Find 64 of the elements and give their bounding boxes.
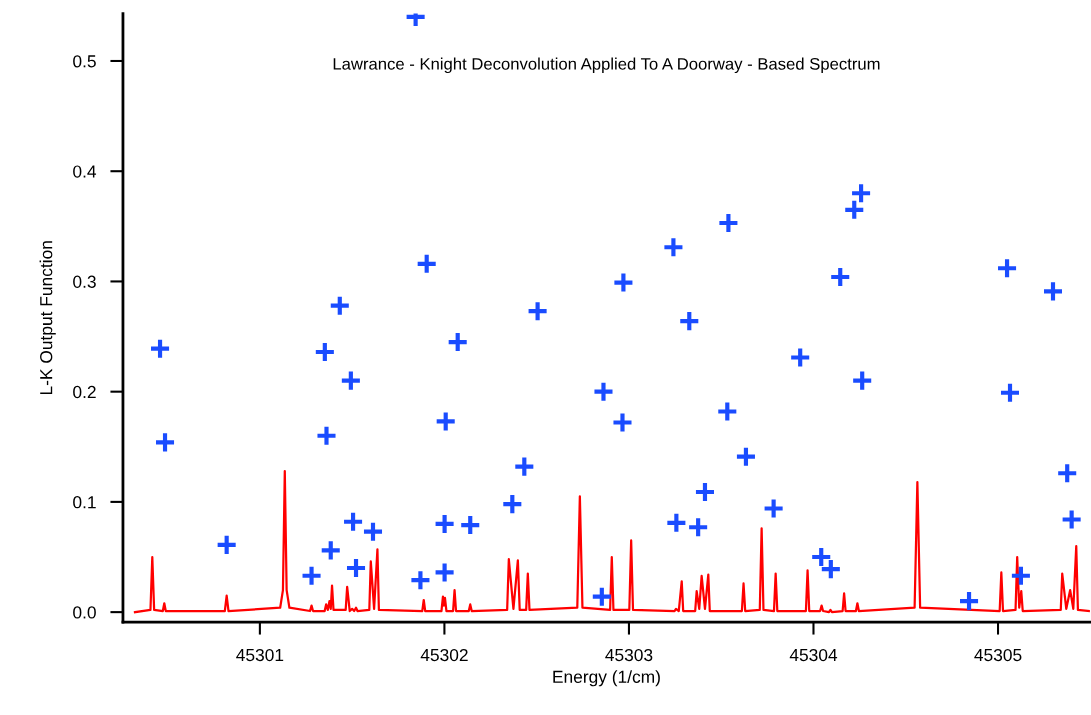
- x-tick-label: 45302: [420, 648, 468, 662]
- x-tick-label: 45304: [789, 648, 838, 662]
- point: [526, 300, 549, 323]
- point: [612, 271, 635, 294]
- point: [789, 346, 812, 369]
- y-axis-title: L-K Output Function: [39, 241, 56, 395]
- point: [148, 337, 172, 360]
- point: [998, 381, 1022, 404]
- point: [611, 411, 634, 434]
- y-tick-label: 0.5: [73, 55, 96, 68]
- point: [1056, 462, 1079, 485]
- point: [592, 380, 615, 403]
- point: [459, 513, 482, 537]
- point: [734, 445, 758, 468]
- point: [313, 340, 336, 364]
- x-tick-label: 45303: [605, 648, 653, 662]
- y-tick-label: 0.2: [73, 385, 96, 399]
- x-tick-label: 45305: [974, 648, 1022, 662]
- point: [319, 539, 342, 562]
- point: [315, 424, 338, 447]
- point: [662, 236, 685, 259]
- y-tick-label: 0.0: [73, 606, 96, 619]
- point: [434, 410, 457, 433]
- line-series: [133, 469, 1090, 614]
- point: [153, 431, 177, 454]
- point: [957, 589, 981, 613]
- point: [339, 369, 362, 392]
- point: [344, 556, 368, 580]
- y-tick-label: 0.4: [73, 165, 97, 178]
- point: [810, 545, 833, 569]
- y-tick-label: 0.1: [73, 496, 96, 509]
- point: [328, 294, 351, 317]
- x-tick-label: 45301: [236, 648, 284, 662]
- point: [1041, 280, 1065, 303]
- point: [433, 561, 456, 584]
- point: [843, 198, 866, 221]
- point: [501, 492, 524, 516]
- point: [851, 369, 874, 392]
- point: [849, 182, 873, 205]
- point: [716, 400, 739, 423]
- point: [829, 265, 852, 289]
- point: [300, 564, 323, 587]
- point: [762, 497, 785, 520]
- point: [415, 252, 438, 275]
- point: [1060, 508, 1083, 531]
- x-axis-title: Energy (1/cm): [553, 670, 660, 687]
- y-tick-label: 0.3: [73, 275, 96, 288]
- point: [995, 257, 1019, 280]
- point: [433, 512, 456, 536]
- point: [665, 511, 688, 534]
- point: [819, 558, 842, 581]
- text: Lawrance - Knight Deconvolution Applied To A Doorway - Based Spectrum: [333, 57, 880, 74]
- point: [513, 455, 536, 478]
- point: [693, 480, 717, 504]
- point: [215, 533, 238, 557]
- point: [446, 330, 469, 354]
- point: [687, 516, 710, 539]
- point: [341, 510, 365, 533]
- point: [361, 520, 385, 543]
- point: [590, 585, 613, 608]
- point: [409, 569, 432, 592]
- point: [1009, 564, 1033, 587]
- point: [717, 211, 740, 235]
- point: [678, 310, 701, 333]
